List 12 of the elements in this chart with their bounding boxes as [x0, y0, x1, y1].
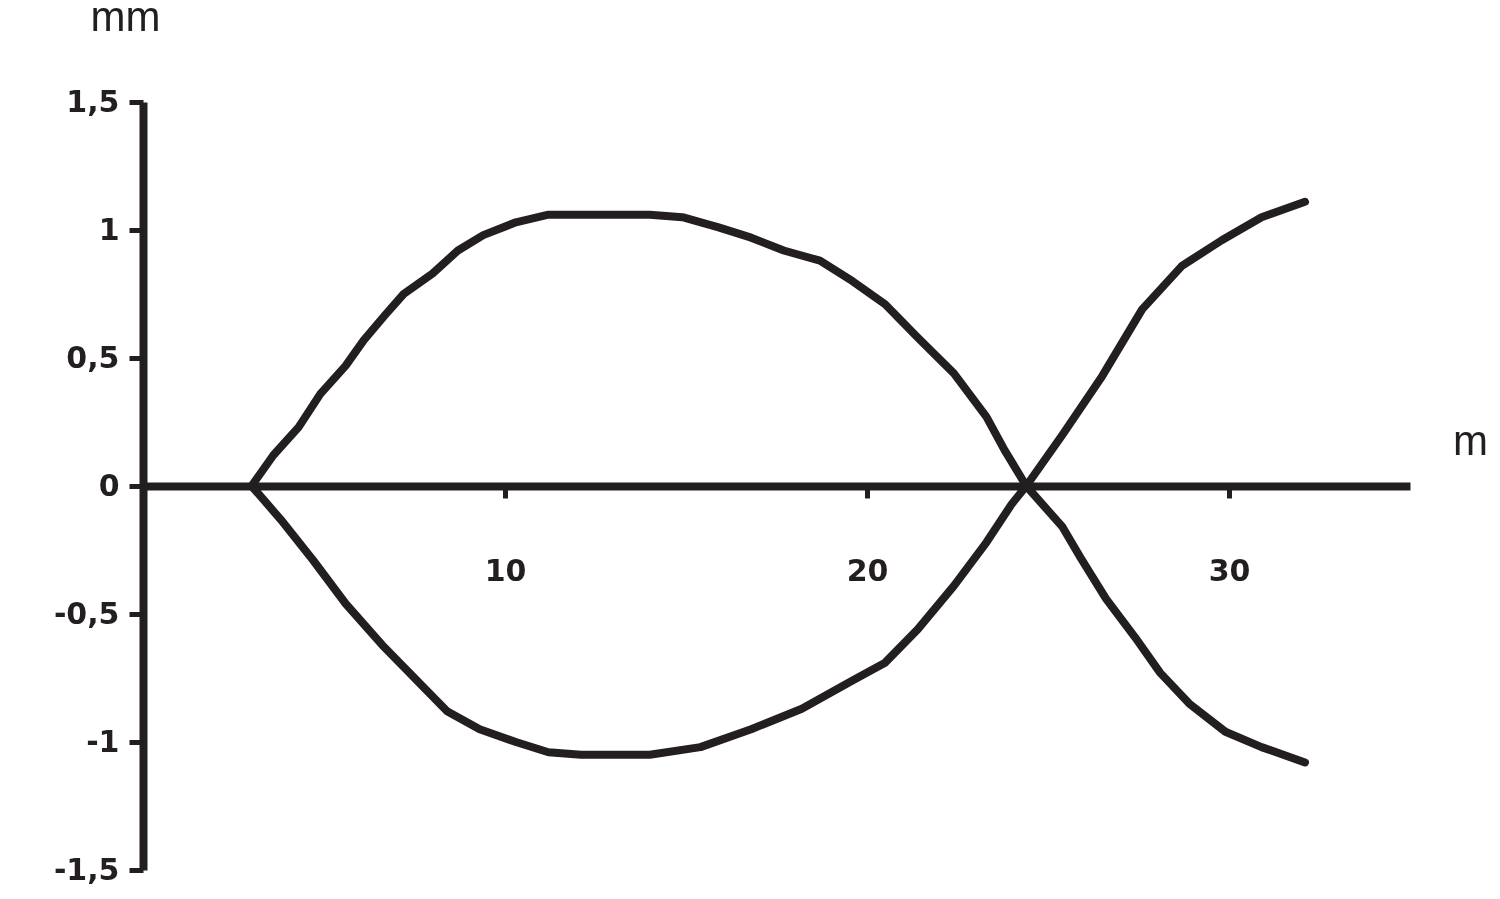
- y-tick-label: -1,5: [53, 851, 120, 887]
- y-tick-label: -0,5: [53, 595, 120, 631]
- y-axis-title: mm: [90, 0, 161, 40]
- y-tick-label: 0,5: [66, 339, 120, 375]
- y-tick-label: 1,5: [66, 83, 120, 119]
- x-tick-label: 30: [1208, 552, 1251, 588]
- y-tick-label: 0: [98, 467, 120, 503]
- x-tick-label: 10: [484, 552, 527, 588]
- x-axis-title: m: [1453, 416, 1488, 464]
- y-tick-label: -1: [86, 723, 120, 759]
- x-tick-label: 20: [846, 552, 889, 588]
- y-tick-label: 1: [98, 211, 120, 247]
